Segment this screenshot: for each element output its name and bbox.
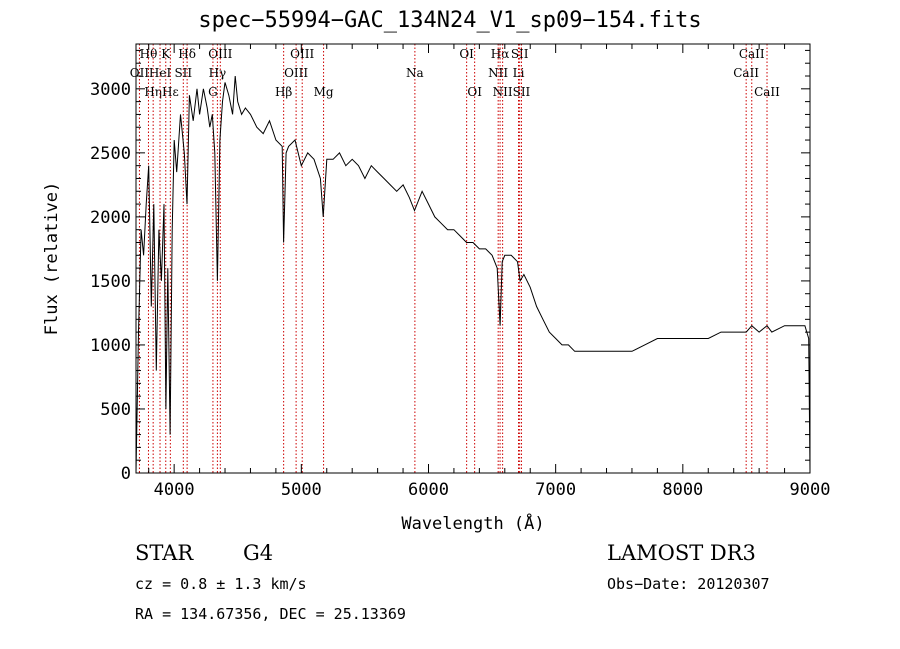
x-tick-label: 5000	[281, 480, 322, 500]
y-tick-label: 0	[121, 464, 131, 484]
x-tick-label: 8000	[662, 480, 703, 500]
redshift-cz: cz = 0.8 ± 1.3 km/s	[135, 575, 307, 593]
y-tick-label: 2500	[90, 144, 131, 164]
spectral-line-label: SII	[513, 85, 531, 99]
spectral-line-label: CaII	[754, 85, 780, 99]
spectral-line-label: Na	[406, 66, 424, 80]
y-tick-label: 1000	[90, 336, 131, 356]
spectral-line-label: NII	[488, 66, 508, 80]
y-tick-label: 1500	[90, 272, 131, 292]
spectral-line-label: Li	[513, 66, 525, 80]
spectral-line-label: Hδ	[178, 47, 196, 61]
y-axis-label: Flux (relative)	[42, 182, 62, 336]
x-tick-label: 7000	[535, 480, 576, 500]
y-tick-label: 500	[100, 400, 131, 420]
x-tick-label: 6000	[408, 480, 449, 500]
spectral-line-label: CaII	[739, 47, 765, 61]
spectral-line-label: Hη	[144, 85, 162, 99]
y-tick-label: 2000	[90, 208, 131, 228]
spectral-line-label: OI	[467, 85, 482, 99]
spectrum-line	[135, 75, 811, 474]
spectral-line-label: Hα	[491, 47, 510, 61]
spectral-line-label: Hε	[162, 85, 179, 99]
spectral-subclass: G4	[243, 541, 274, 565]
spectral-line-label: CaII	[733, 66, 759, 80]
spectral-line-label: NII	[493, 85, 513, 99]
survey-name: LAMOST DR3	[607, 541, 756, 565]
spectral-line-label: SII	[174, 66, 192, 80]
y-tick-label: 3000	[90, 80, 131, 100]
spectral-line-label: OI	[459, 47, 474, 61]
spectral-line-label: HeI	[149, 66, 172, 80]
object-class: STAR	[135, 541, 194, 565]
spectral-line-label: OII	[130, 66, 150, 80]
spectral-line-label: OIII	[284, 66, 308, 80]
spectral-line-label: SII	[511, 47, 529, 61]
coordinates: RA = 134.67356, DEC = 25.13369	[135, 605, 406, 623]
plot-frame	[135, 43, 811, 474]
chart-title: spec−55994−GAC_134N24_V1_sp09−154.fits	[198, 8, 702, 33]
spectral-line-label: G	[208, 85, 218, 99]
observation-date: Obs−Date: 20120307	[607, 575, 770, 593]
spectral-line-label: K	[161, 47, 171, 61]
spectral-line-label: Hθ	[140, 47, 158, 61]
spectral-line-label: Hγ	[209, 66, 227, 80]
spectral-line-label: Mg	[314, 85, 334, 99]
x-axis-label: Wavelength (Å)	[401, 512, 544, 534]
x-tick-label: 9000	[790, 480, 831, 500]
spectral-line-label: OIII	[290, 47, 314, 61]
x-tick-label: 4000	[154, 480, 195, 500]
spectral-line-label: OIII	[208, 47, 232, 61]
spectral-line-label: Hβ	[275, 85, 292, 99]
